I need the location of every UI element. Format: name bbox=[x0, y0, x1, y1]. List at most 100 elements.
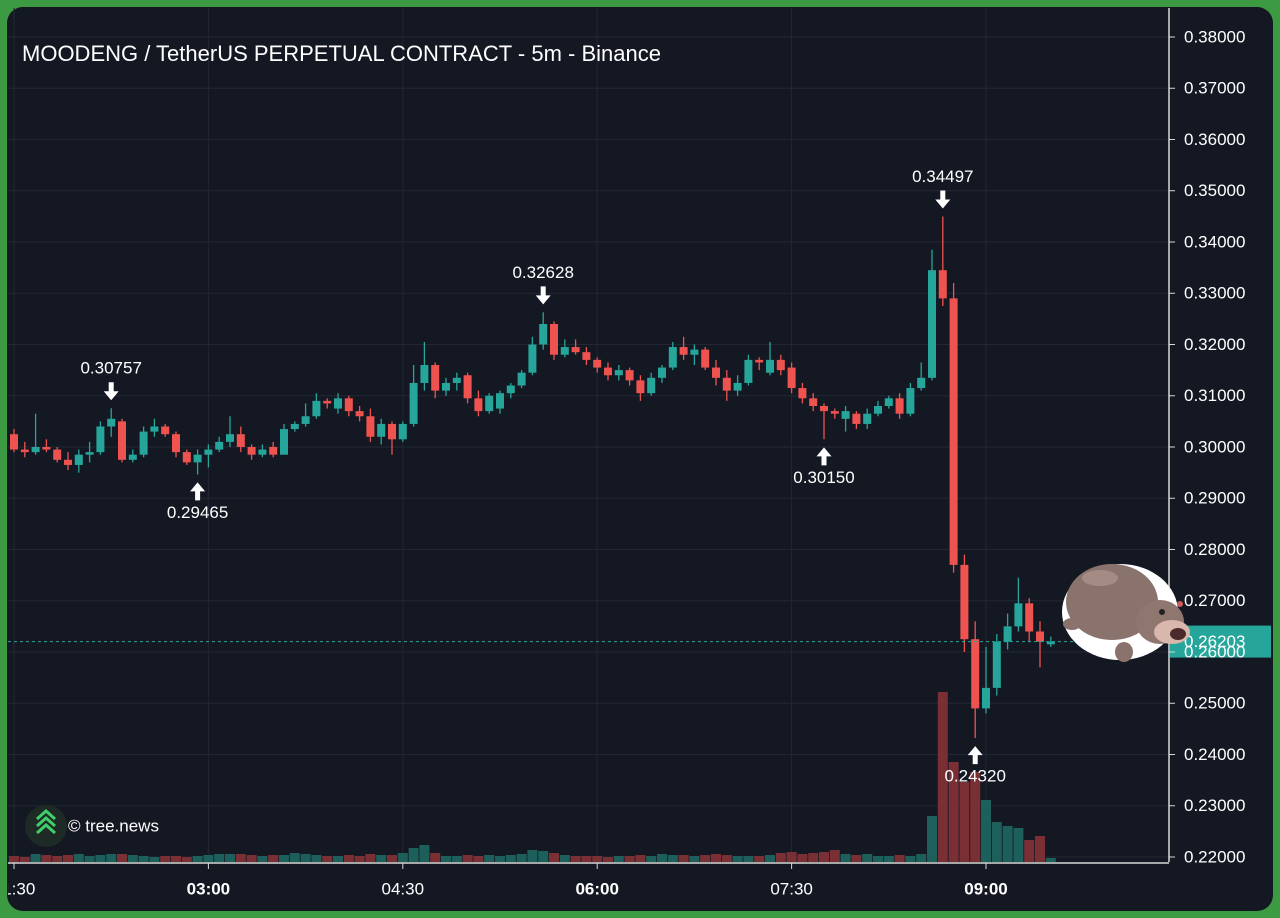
candle-body bbox=[625, 370, 634, 381]
candle-body bbox=[107, 418, 116, 427]
candle-body bbox=[431, 365, 440, 391]
candle-body bbox=[182, 452, 191, 463]
volume-bar bbox=[376, 855, 387, 862]
volume-bar bbox=[603, 857, 613, 862]
candle-body bbox=[744, 359, 753, 383]
candle-body bbox=[690, 349, 699, 355]
volume-bar bbox=[441, 856, 451, 862]
volume-bar bbox=[1002, 826, 1013, 862]
volume-bar bbox=[495, 856, 505, 862]
candle-body bbox=[884, 398, 893, 406]
volume-bar bbox=[667, 855, 678, 862]
volume-bar bbox=[678, 855, 689, 862]
y-tick-label: 0.33000 bbox=[1184, 284, 1245, 303]
volume-bar bbox=[948, 762, 959, 862]
x-tick-label: 07:30 bbox=[770, 879, 813, 898]
x-tick-label: 09:00 bbox=[964, 879, 1007, 898]
volume-bar bbox=[343, 855, 354, 862]
volume-bar bbox=[549, 853, 559, 862]
volume-bar bbox=[214, 854, 225, 862]
candle-body bbox=[539, 324, 548, 345]
candle-body bbox=[366, 416, 375, 437]
candle-body bbox=[226, 434, 234, 442]
watermark: © tree.news bbox=[25, 805, 159, 847]
volume-bar bbox=[635, 855, 646, 862]
y-axis: 0.22000 0.23000 0.24000 0.25000 0.26000 0.270… bbox=[1169, 27, 1245, 866]
volume-bar bbox=[52, 856, 63, 862]
candle-body bbox=[74, 454, 83, 465]
annotation-label: 0.30757 bbox=[80, 359, 141, 378]
volume-bar bbox=[473, 856, 484, 862]
annotation-label: 0.24320 bbox=[944, 767, 1005, 786]
candle-body bbox=[1046, 641, 1055, 645]
volume-bar bbox=[527, 850, 538, 862]
volume-bar bbox=[581, 856, 592, 862]
volume-bar bbox=[235, 854, 246, 862]
candle-body bbox=[517, 372, 526, 386]
candle-body bbox=[280, 429, 288, 455]
y-tick-label: 0.24000 bbox=[1184, 745, 1245, 764]
volume-bar bbox=[279, 855, 289, 862]
volume-bar bbox=[333, 856, 343, 862]
candle-body bbox=[917, 377, 926, 389]
candle-body bbox=[85, 452, 94, 455]
x-axis: 01:30 03:00 04:30 06:00 07:30 09:00 bbox=[0, 863, 1008, 898]
volume-bar bbox=[9, 856, 19, 862]
hippo-leg bbox=[1115, 642, 1133, 662]
volume-bar bbox=[873, 856, 883, 862]
candle-body bbox=[895, 398, 904, 414]
y-tick-label: 0.26000 bbox=[1184, 642, 1245, 661]
candle-body bbox=[604, 367, 612, 376]
annotation-label: 0.30150 bbox=[793, 468, 854, 487]
candle-body bbox=[679, 347, 688, 355]
volume-bar bbox=[311, 855, 322, 862]
annotation-label: 0.32628 bbox=[512, 263, 573, 282]
candle-body bbox=[712, 367, 720, 378]
x-tick-label: 04:30 bbox=[382, 879, 425, 898]
volume-bar bbox=[981, 800, 991, 862]
candle-body bbox=[550, 324, 558, 355]
candle-body bbox=[755, 359, 764, 363]
watermark-text: © tree.news bbox=[68, 816, 159, 835]
candle-body bbox=[614, 370, 623, 376]
volume-bar bbox=[538, 851, 549, 862]
annotation-label: 0.29465 bbox=[167, 503, 228, 522]
hippo-illustration bbox=[1062, 564, 1190, 662]
candle-body bbox=[938, 270, 947, 299]
volume-bar bbox=[322, 856, 333, 862]
watermark-icon bbox=[36, 808, 56, 835]
candle-body bbox=[312, 400, 321, 417]
candle-body bbox=[161, 426, 170, 435]
volume-bar bbox=[354, 856, 365, 862]
panel bbox=[7, 7, 1273, 911]
volume-bar bbox=[1013, 828, 1024, 862]
candle-body bbox=[269, 447, 278, 455]
candle-body bbox=[787, 367, 796, 389]
candle-body bbox=[766, 359, 774, 373]
volume-layer bbox=[9, 692, 1056, 862]
candle-body bbox=[398, 423, 407, 440]
annotation-arrow bbox=[816, 447, 832, 466]
candle-body bbox=[992, 641, 1001, 688]
volume-bar bbox=[927, 816, 937, 862]
candle-body bbox=[128, 454, 137, 460]
volume-bar bbox=[160, 856, 171, 862]
y-tick-label: 0.34000 bbox=[1184, 232, 1245, 251]
volume-bar bbox=[171, 856, 181, 862]
chart-title: MOODENG / TetherUS PERPETUAL CONTRACT - … bbox=[22, 41, 661, 66]
candle-body bbox=[528, 344, 537, 373]
candle-body bbox=[53, 449, 62, 460]
volume-bar bbox=[246, 855, 257, 862]
hippo-cheek bbox=[1177, 601, 1183, 607]
candle-body bbox=[874, 406, 882, 414]
x-tick-label: 01:30 bbox=[0, 879, 35, 898]
volume-bar bbox=[419, 845, 430, 862]
candle-body bbox=[658, 367, 666, 378]
volume-bar bbox=[570, 856, 581, 862]
candle-body bbox=[798, 388, 807, 399]
candle-body bbox=[247, 447, 256, 455]
volume-bar bbox=[732, 856, 743, 862]
volume-bar bbox=[808, 853, 819, 862]
volume-bar bbox=[41, 855, 52, 862]
y-tick-label: 0.23000 bbox=[1184, 796, 1245, 815]
